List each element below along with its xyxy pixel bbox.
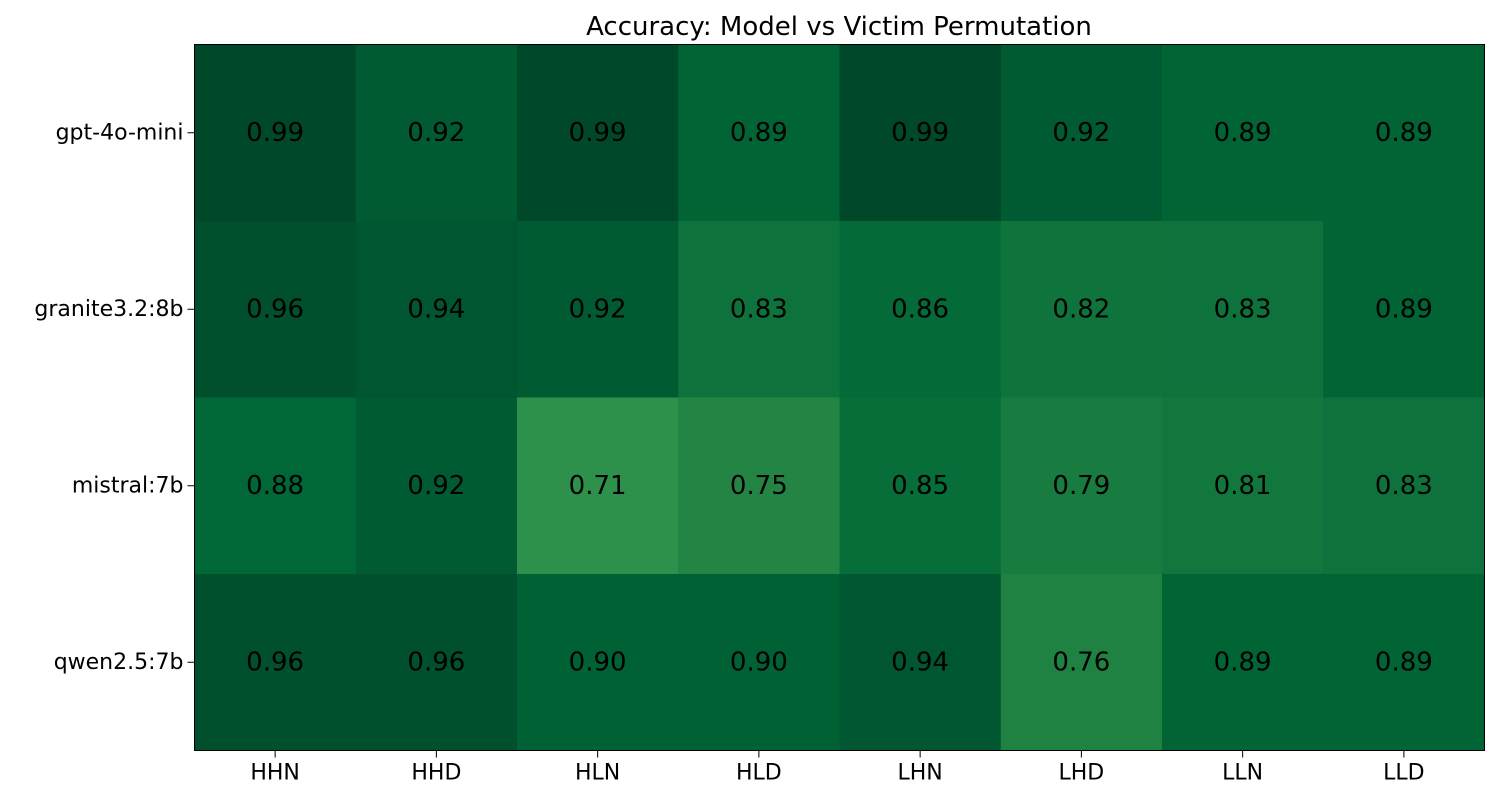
cell-value-label: 0.79 (1052, 471, 1110, 501)
y-tick-label: qwen2.5:7b (54, 650, 184, 675)
cell-value-label: 0.83 (730, 294, 788, 324)
cell-value-labels: 0.99 0.92 0.99 0.89 0.99 0.92 0.89 0.89 0.96 0.94… (246, 118, 1433, 678)
cell-value-label: 0.85 (891, 471, 949, 501)
x-tick-label: LLD (1383, 761, 1424, 786)
y-tick-label: gpt-4o-mini (56, 120, 184, 145)
cell-value-label: 0.92 (407, 118, 465, 148)
cell-value-label: 0.83 (1214, 294, 1272, 324)
heatmap-cell (194, 221, 357, 398)
heatmap-cell (194, 397, 357, 575)
heatmap-cell (1323, 221, 1485, 398)
heatmap-cell (839, 397, 1002, 575)
cell-value-label: 0.96 (246, 294, 304, 324)
cell-value-label: 0.92 (569, 294, 627, 324)
x-tick-label: HHD (411, 761, 461, 786)
heatmap-cell (678, 221, 840, 398)
cell-value-label: 0.89 (1214, 647, 1272, 677)
heatmap-cell (1162, 44, 1324, 222)
heatmap-cell (194, 574, 357, 751)
heatmap-cell (1000, 397, 1163, 575)
heatmap-cell (1162, 574, 1324, 751)
cell-value-label: 0.99 (569, 118, 627, 148)
y-tick-label: granite3.2:8b (34, 297, 183, 322)
heatmap-cell (517, 221, 679, 398)
heatmap-cell (1000, 221, 1163, 398)
y-axis: gpt-4o-mini granite3.2:8b mistral:7b qwen2.… (34, 120, 195, 675)
cell-value-label: 0.83 (1375, 471, 1433, 501)
heatmap-cell (1000, 574, 1163, 751)
x-tick-label: LHD (1059, 761, 1105, 786)
cell-value-label: 0.76 (1052, 647, 1110, 677)
cell-value-label: 0.71 (569, 471, 627, 501)
cell-value-label: 0.94 (891, 647, 949, 677)
heatmap-cell (678, 574, 840, 751)
x-tick-label: HLN (575, 761, 620, 786)
heatmap-cell (194, 44, 357, 222)
heatmap-cell (355, 44, 518, 222)
cell-value-label: 0.90 (569, 647, 627, 677)
plot-frame (194, 44, 1485, 751)
heatmap-cell (678, 397, 840, 575)
x-tick-label: LLN (1222, 761, 1263, 786)
heatmap-cell (355, 574, 518, 751)
cell-value-label: 0.81 (1214, 471, 1272, 501)
cell-value-label: 0.89 (1375, 647, 1433, 677)
cell-value-label: 0.94 (407, 294, 465, 324)
heatmap-cell (1323, 44, 1485, 222)
heatmap-cell (517, 574, 679, 751)
cell-value-label: 0.92 (407, 471, 465, 501)
heatmap-cell (1000, 44, 1163, 222)
x-tick-label: LHN (897, 761, 942, 786)
x-axis: HHN HHD HLN HLD LHN LHD LLN LLD (250, 750, 1425, 786)
x-tick-label: HHN (250, 761, 300, 786)
cell-value-label: 0.90 (730, 647, 788, 677)
cell-value-label: 0.89 (1214, 118, 1272, 148)
heatmap-cell (678, 44, 840, 222)
cell-value-label: 0.75 (730, 471, 788, 501)
x-tick-label: HLD (736, 761, 782, 786)
heatmap-cell (1323, 397, 1485, 575)
heatmap-cell (839, 574, 1002, 751)
cell-value-label: 0.89 (730, 118, 788, 148)
cell-value-label: 0.96 (407, 647, 465, 677)
cell-value-label: 0.82 (1052, 294, 1110, 324)
heatmap-cell (517, 44, 679, 222)
cell-value-label: 0.99 (246, 118, 304, 148)
cell-value-label: 0.86 (891, 294, 949, 324)
y-tick-label: mistral:7b (72, 473, 184, 498)
cell-value-label: 0.96 (246, 647, 304, 677)
heatmap-cell (839, 44, 1002, 222)
cell-value-label: 0.89 (1375, 118, 1433, 148)
cell-value-label: 0.88 (246, 471, 304, 501)
heatmap-cell (355, 397, 518, 575)
cell-value-label: 0.92 (1052, 118, 1110, 148)
cell-value-label: 0.99 (891, 118, 949, 148)
heatmap-cell (1323, 574, 1485, 751)
heatmap-cell (839, 221, 1002, 398)
cell-value-label: 0.89 (1375, 294, 1433, 324)
heatmap-cell (355, 221, 518, 398)
heatmap-cell (1162, 221, 1324, 398)
heatmap-cell (1162, 397, 1324, 575)
heatmap-cell (517, 397, 679, 575)
heatmap-cells (194, 44, 1485, 751)
chart-title: Accuracy: Model vs Victim Permutation (586, 12, 1092, 42)
